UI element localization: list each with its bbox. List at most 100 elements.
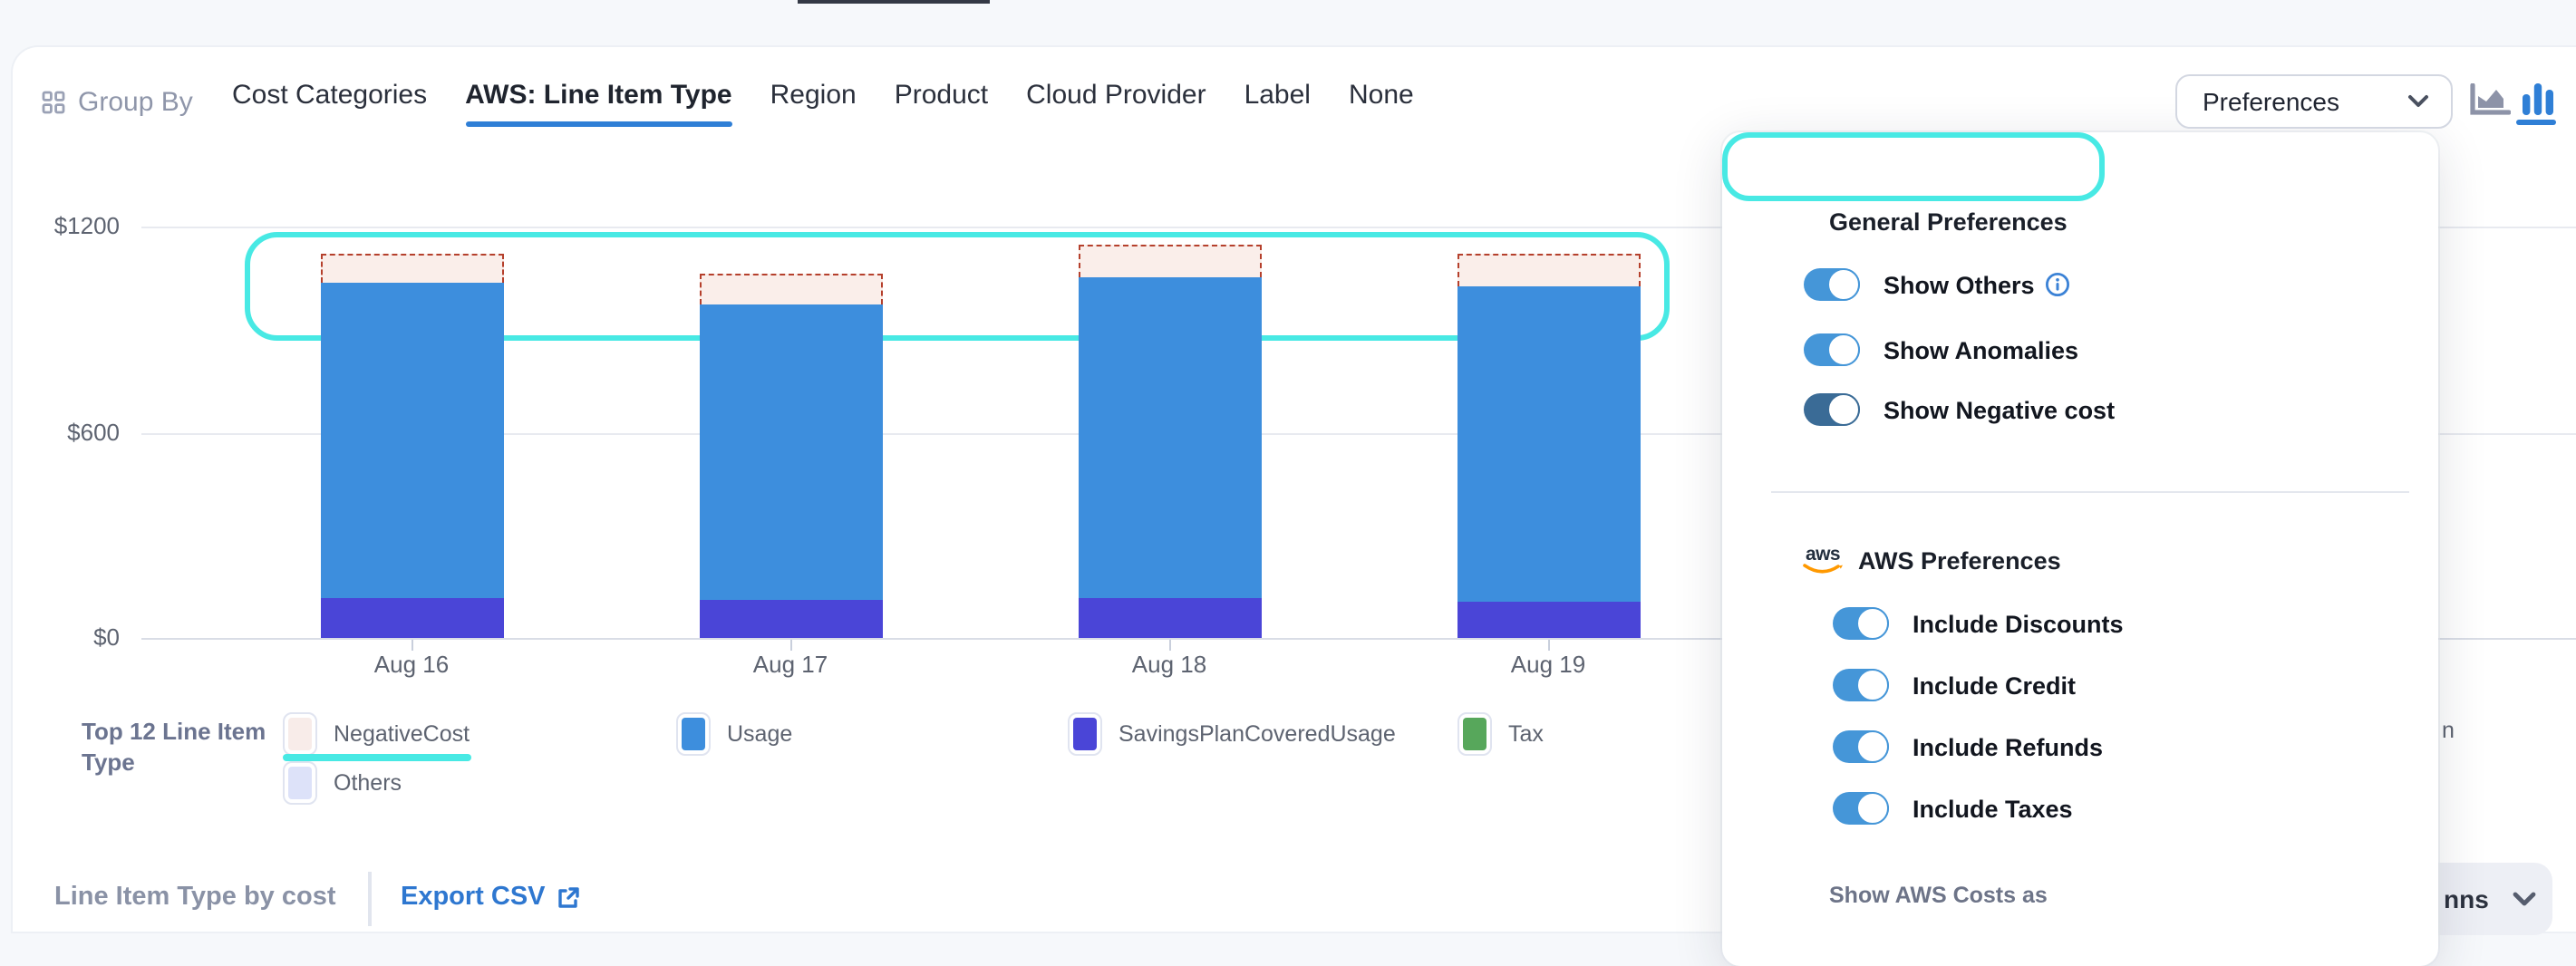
bar-segment-savingsplancoveredusage-aug-19[interactable] <box>1457 602 1640 638</box>
legend-item-tax[interactable]: Tax <box>1457 712 1544 756</box>
panel-divider <box>1771 491 2409 493</box>
bar-chart-icon[interactable] <box>2522 82 2554 116</box>
legend-label: SavingsPlanCoveredUsage <box>1119 721 1396 747</box>
toggle-knob <box>1856 607 1889 640</box>
toggle-show-others[interactable] <box>1804 268 1860 301</box>
bar-segment-negativecost-aug-16[interactable] <box>320 254 503 284</box>
legend-label: Others <box>334 770 402 796</box>
tab-aws-line-item-type[interactable]: AWS: Line Item Type <box>465 80 733 127</box>
tab-label[interactable]: Label <box>1244 80 1311 111</box>
toggle-knob <box>1827 268 1860 301</box>
bar-segment-negativecost-aug-19[interactable] <box>1457 254 1640 287</box>
tab-product[interactable]: Product <box>894 80 989 111</box>
y-axis-label: $1200 <box>53 212 120 239</box>
show-aws-costs-as-label: Show AWS Costs as <box>1829 883 2048 908</box>
legend-item-negativecost[interactable]: NegativeCost <box>283 712 470 756</box>
toggle-show-anomalies[interactable] <box>1804 333 1860 366</box>
x-axis-tick <box>790 640 792 651</box>
gridline-$600 <box>141 432 2576 434</box>
toggle-knob <box>1856 669 1889 701</box>
preferences-dropdown-button[interactable]: Preferences <box>2175 74 2453 129</box>
toggle-row-include-refunds: Include Refunds <box>1833 725 2103 768</box>
show-negative-cost-highlight <box>1722 132 2105 201</box>
toggle-label: Include Discounts <box>1913 610 2124 637</box>
top-edge-artifact <box>798 0 990 4</box>
general-preferences-title: General Preferences <box>1829 208 2068 236</box>
toggle-include-refunds[interactable] <box>1833 730 1889 763</box>
bar-segment-usage-aug-17[interactable] <box>699 304 882 601</box>
gridline-$0 <box>141 638 2576 640</box>
gridline-$1200 <box>141 227 2576 228</box>
group-by-label-group: Group By <box>42 87 193 118</box>
bar-segment-savingsplancoveredusage-aug-18[interactable] <box>1078 598 1261 638</box>
toggle-knob <box>1856 730 1889 763</box>
clipped-legend-text-fragment: n <box>2442 718 2455 743</box>
legend-swatch-savingsplancoveredusage <box>1068 712 1102 756</box>
toggle-label: Include Taxes <box>1913 795 2073 822</box>
legend-label: Tax <box>1508 721 1544 747</box>
legend-swatch-tax <box>1457 712 1492 756</box>
toggle-knob <box>1856 792 1889 825</box>
bar-segment-savingsplancoveredusage-aug-16[interactable] <box>320 598 503 638</box>
legend-item-others[interactable]: Others <box>283 761 402 805</box>
toggle-include-discounts[interactable] <box>1833 607 1889 640</box>
cost-dashboard: Group By Cost Categories AWS: Line Item T… <box>42 0 2576 926</box>
y-axis-label: $600 <box>67 418 120 445</box>
area-chart-icon[interactable] <box>2469 83 2511 116</box>
x-axis-tick <box>1169 640 1171 651</box>
toggle-label: Include Credit <box>1913 671 2076 699</box>
legend-swatch-negativecost <box>283 712 317 756</box>
y-axis-label: $0 <box>93 623 120 651</box>
group-by-grid-icon <box>42 91 65 114</box>
info-icon[interactable] <box>2046 272 2071 297</box>
tab-cloud-provider[interactable]: Cloud Provider <box>1026 80 1206 111</box>
toggle-include-taxes[interactable] <box>1833 792 1889 825</box>
tab-none[interactable]: None <box>1348 80 1414 111</box>
toggle-row-show-anomalies: Show Anomalies <box>1804 328 2078 372</box>
export-csv-link[interactable]: Export CSV <box>401 883 580 912</box>
legend-item-savingsplancoveredusage[interactable]: SavingsPlanCoveredUsage <box>1068 712 1396 756</box>
x-axis-label: Aug 17 <box>752 651 828 678</box>
toggle-row-show-negative-cost: Show Negative cost <box>1804 388 2115 431</box>
group-by-tabs: Cost Categories AWS: Line Item Type Region… <box>232 80 1414 127</box>
toggle-label-text: Include Taxes <box>1913 795 2073 822</box>
tab-region[interactable]: Region <box>770 80 857 111</box>
aws-logo-icon: aws <box>1802 544 1845 575</box>
toggle-label-text: Show Negative cost <box>1884 396 2116 423</box>
x-axis-label: Aug 16 <box>373 651 450 678</box>
legend-item-usage[interactable]: Usage <box>676 712 792 756</box>
toggle-row-include-credit: Include Credit <box>1833 663 2076 707</box>
x-axis-tick <box>1548 640 1550 651</box>
toggle-label-text: Show Others <box>1884 271 2035 298</box>
negativecost-legend-cyan-underline <box>283 754 471 760</box>
toggle-row-include-taxes: Include Taxes <box>1833 787 2073 830</box>
chevron-down-icon <box>2513 891 2536 905</box>
bar-segment-usage-aug-19[interactable] <box>1457 286 1640 603</box>
toggle-include-credit[interactable] <box>1833 669 1889 701</box>
external-link-icon <box>557 886 579 907</box>
footer-divider <box>368 872 371 926</box>
preferences-label: Preferences <box>2203 87 2339 116</box>
bar-segment-savingsplancoveredusage-aug-17[interactable] <box>699 600 882 638</box>
toggle-row-show-others: Show Others <box>1804 263 2071 306</box>
toggle-show-negative-cost[interactable] <box>1804 393 1860 426</box>
toggle-knob <box>1827 333 1860 366</box>
bar-segment-negativecost-aug-18[interactable] <box>1078 245 1261 278</box>
aws-preferences-title: AWS Preferences <box>1858 547 2061 575</box>
toggle-label: Show Anomalies <box>1884 336 2078 363</box>
legend-swatch-usage <box>676 712 711 756</box>
bar-segment-usage-aug-18[interactable] <box>1078 277 1261 599</box>
export-csv-label: Export CSV <box>401 883 546 912</box>
toggle-label: Show Negative cost <box>1884 396 2115 423</box>
bar-segment-negativecost-aug-17[interactable] <box>699 274 882 304</box>
toggle-label: Include Refunds <box>1913 733 2103 760</box>
x-axis-label: Aug 19 <box>1510 651 1586 678</box>
toggle-label-text: Show Anomalies <box>1884 336 2079 363</box>
columns-dropdown-label: nns <box>2444 884 2489 913</box>
legend-label: NegativeCost <box>334 721 470 747</box>
tab-cost-categories[interactable]: Cost Categories <box>232 80 428 111</box>
toggle-knob <box>1827 393 1860 426</box>
bar-segment-usage-aug-16[interactable] <box>320 283 503 599</box>
group-by-label: Group By <box>78 87 193 118</box>
aws-preferences-header: aws AWS Preferences <box>1802 544 2061 575</box>
